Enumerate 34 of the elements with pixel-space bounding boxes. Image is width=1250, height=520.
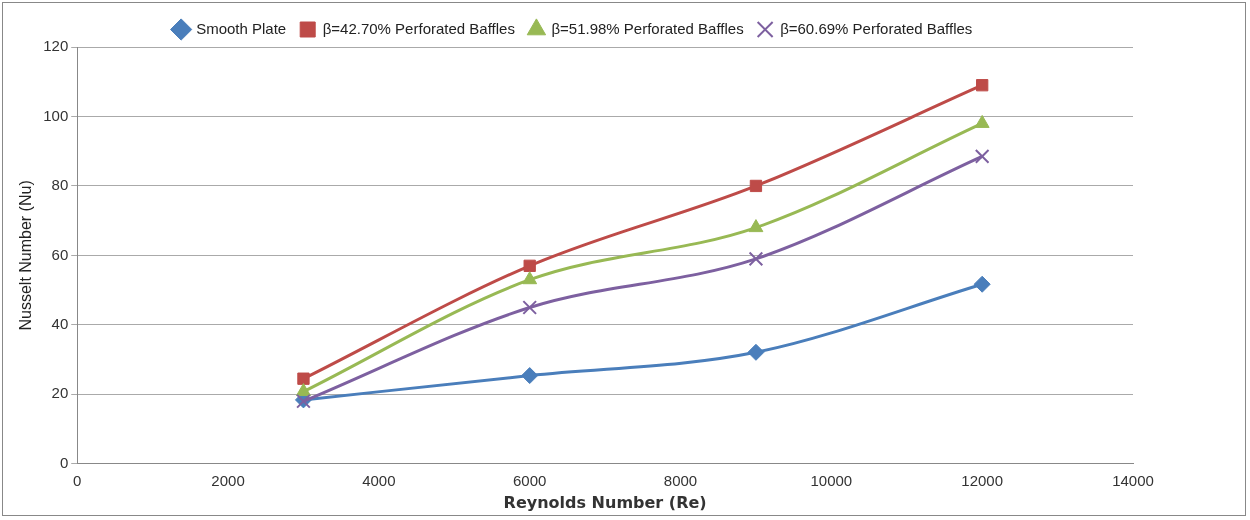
- y-axis-title: Nusselt Number (Nu): [17, 180, 35, 331]
- legend-label: Smooth Plate: [196, 19, 287, 37]
- y-tick-label: 40: [51, 315, 69, 333]
- x-tick-label: 14000: [1112, 471, 1154, 489]
- point: [523, 259, 536, 272]
- point: [522, 271, 538, 285]
- y-tick-label: 60: [51, 245, 69, 263]
- legend-label: β=60.69% Perforated Baffles: [780, 19, 973, 37]
- x-tick-label: 0: [73, 471, 82, 489]
- point: [974, 149, 990, 164]
- point: [521, 367, 539, 385]
- y-tick-label: 120: [43, 37, 69, 55]
- x-tick-label: 6000: [513, 471, 547, 489]
- point: [976, 79, 989, 92]
- point: [748, 219, 764, 233]
- x-tick-label: 8000: [663, 471, 698, 489]
- y-tick-label: 80: [51, 176, 69, 194]
- x-tick-label: 4000: [362, 471, 396, 489]
- legend-label: β=51.98% Perforated Baffles: [551, 19, 744, 37]
- y-tick-label: 20: [51, 384, 69, 402]
- point: [749, 179, 763, 193]
- x-tick-label: 2000: [211, 471, 245, 489]
- x-tick-label: 10000: [810, 471, 853, 489]
- point: [296, 383, 311, 397]
- point: [748, 251, 764, 267]
- x-axis-title: Reynolds Number (Re): [503, 492, 707, 512]
- y-tick-label: 0: [59, 453, 69, 471]
- point: [973, 275, 991, 293]
- point: [522, 300, 538, 315]
- x-tick-label: 12000: [961, 471, 1004, 489]
- y-tick-label: 100: [43, 106, 69, 124]
- legend-label: β=42.70% Perforated Baffles: [322, 19, 515, 37]
- point: [297, 372, 310, 385]
- point: [747, 343, 765, 361]
